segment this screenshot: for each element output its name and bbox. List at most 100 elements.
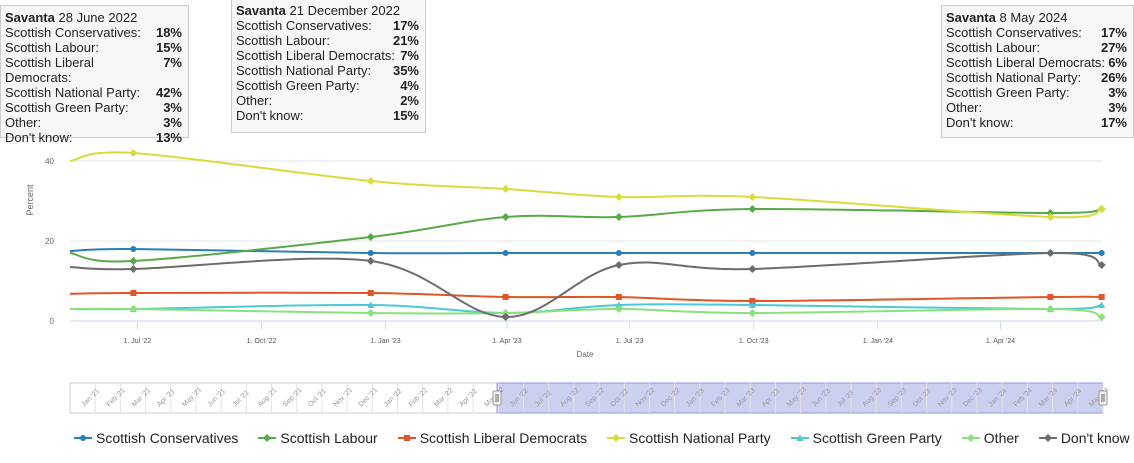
data-point[interactable] <box>748 309 757 317</box>
data-point[interactable] <box>403 435 410 441</box>
data-point[interactable] <box>1047 294 1054 300</box>
data-point[interactable] <box>748 301 756 309</box>
series-don-t-know[interactable] <box>69 249 1106 321</box>
series-line[interactable] <box>69 151 1102 219</box>
series-line[interactable] <box>69 247 1102 255</box>
tooltip-party: Scottish Labour: <box>236 33 330 48</box>
legend: Scottish Conservatives Scottish Labour Sco… <box>74 430 1134 446</box>
y-tick-label: 20 <box>45 237 54 246</box>
series-line[interactable] <box>69 207 1102 263</box>
tooltip-value: 13% <box>155 130 182 145</box>
series-scottish-national-party[interactable] <box>69 149 1106 221</box>
tooltip-row: Other: 3% <box>5 115 182 130</box>
data-point[interactable] <box>1097 205 1106 213</box>
y-axis-label: Percent <box>25 184 35 216</box>
data-point[interactable] <box>749 298 756 304</box>
tooltip-value: 6% <box>1108 55 1127 70</box>
series-scottish-conservatives[interactable] <box>69 246 1105 256</box>
data-point[interactable] <box>612 434 620 442</box>
legend-item[interactable]: Scottish National Party <box>607 430 771 446</box>
data-point[interactable] <box>614 193 623 201</box>
data-point[interactable] <box>1046 249 1055 257</box>
data-point[interactable] <box>614 261 623 269</box>
data-point[interactable] <box>1098 301 1106 309</box>
data-point[interactable] <box>615 250 622 256</box>
data-point[interactable] <box>129 149 138 157</box>
data-point[interactable] <box>1043 434 1052 442</box>
tooltip-june-2022: Savanta 28 June 2022 Scottish Conservati… <box>0 5 189 145</box>
data-point[interactable] <box>263 434 272 442</box>
data-point[interactable] <box>1046 305 1055 313</box>
series-line[interactable] <box>69 291 1102 303</box>
data-point[interactable] <box>130 290 137 296</box>
legend-item[interactable]: Scottish Labour <box>258 430 378 446</box>
tooltip-party: Scottish Conservatives: <box>5 25 141 40</box>
y-ticks: 0 20 40 <box>45 157 54 326</box>
tooltip-party: Other: <box>236 93 273 108</box>
data-point[interactable] <box>966 434 975 442</box>
tooltip-party: Scottish Liberal Democrats: <box>5 55 94 85</box>
legend-label: Scottish Green Party <box>812 430 942 446</box>
data-point[interactable] <box>1098 294 1105 300</box>
tooltip-row: Don't know: 13% <box>5 130 182 145</box>
data-point[interactable] <box>748 193 757 201</box>
data-point[interactable] <box>614 213 623 221</box>
data-point[interactable] <box>501 185 510 193</box>
data-point[interactable] <box>1046 213 1055 221</box>
data-point[interactable] <box>615 301 623 309</box>
x-tick-label: 1. Jan '24 <box>863 338 893 345</box>
data-point[interactable] <box>1097 261 1106 269</box>
tooltip-row: Scottish Labour: 15% <box>5 40 182 55</box>
series-scottish-labour[interactable] <box>69 205 1106 265</box>
tooltip-value: 18% <box>155 25 182 40</box>
data-point[interactable] <box>502 250 509 256</box>
tooltip-value: 15% <box>155 40 182 55</box>
tooltip-row: Scottish Green Party: 3% <box>946 85 1127 100</box>
data-point[interactable] <box>129 257 138 265</box>
tooltip-value: 7% <box>163 55 182 70</box>
data-point[interactable] <box>366 257 375 265</box>
data-point[interactable] <box>1097 313 1106 321</box>
data-point[interactable] <box>796 434 804 442</box>
tooltip-value: 7% <box>400 48 419 63</box>
data-point[interactable] <box>1098 250 1105 256</box>
x-ticks: 1. Jul '22 1. Oct '22 1. Jan '23 1. Apr '23… <box>124 321 1015 345</box>
data-point[interactable] <box>129 305 138 313</box>
data-point[interactable] <box>130 246 137 252</box>
tooltip-value: 35% <box>392 63 419 78</box>
navigator-handle[interactable] <box>1098 390 1108 406</box>
data-point[interactable] <box>501 313 510 321</box>
data-point[interactable] <box>367 301 375 309</box>
x-tick-label: 1. Oct '22 <box>247 338 277 345</box>
series-line[interactable] <box>69 307 1102 318</box>
legend-item[interactable]: Scottish Liberal Democrats <box>397 430 587 446</box>
data-point[interactable] <box>367 290 374 296</box>
data-point[interactable] <box>748 265 757 273</box>
tooltip-row: Scottish Green Party: 3% <box>5 100 182 115</box>
data-point[interactable] <box>502 294 509 300</box>
data-point[interactable] <box>366 233 375 241</box>
data-point[interactable] <box>129 265 138 273</box>
navigator[interactable]: Jan '21 Feb '21 Mar '21 Apr '21 May '21 Jun '… <box>69 382 1110 414</box>
data-point[interactable] <box>366 309 375 317</box>
tooltip-value: 21% <box>392 33 419 48</box>
legend-item[interactable]: Scottish Green Party <box>790 430 942 446</box>
data-point[interactable] <box>366 177 375 185</box>
legend-item[interactable]: Don't know <box>1038 430 1130 446</box>
data-point[interactable] <box>614 305 623 313</box>
data-point[interactable] <box>748 205 757 213</box>
legend-item[interactable]: Other <box>961 430 1019 446</box>
series-scottish-liberal-democrats[interactable] <box>69 290 1105 304</box>
series-line[interactable] <box>69 303 1102 315</box>
data-point[interactable] <box>501 213 510 221</box>
legend-item[interactable]: Scottish Conservatives <box>74 430 238 446</box>
navigator-handle[interactable] <box>492 390 502 406</box>
data-point[interactable] <box>367 250 374 256</box>
data-point[interactable] <box>80 435 86 441</box>
data-point[interactable] <box>749 250 756 256</box>
grid <box>70 160 1103 322</box>
series-line[interactable] <box>69 251 1103 319</box>
tooltip-party: Scottish Labour: <box>5 40 99 55</box>
legend-symbol <box>607 434 625 442</box>
data-point[interactable] <box>615 294 622 300</box>
